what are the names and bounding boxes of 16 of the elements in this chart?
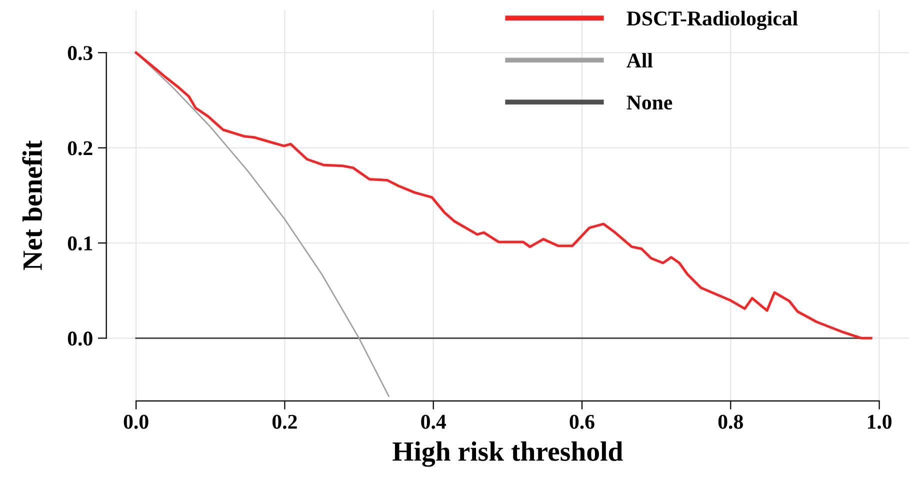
x-tick-label: 0.0 — [124, 414, 148, 429]
y-tick-label: 0.3 — [68, 46, 92, 60]
x-tick-label: 0.4 — [421, 414, 446, 429]
y-axis-title: Net benefit — [22, 140, 42, 270]
legend-label: DSCT-Radiological — [626, 10, 798, 30]
x-tick-label: 0.2 — [272, 414, 297, 429]
legend-label: None — [626, 96, 672, 110]
x-tick-label: 0.8 — [718, 414, 743, 429]
y-tick-label: 0.1 — [68, 236, 92, 251]
legend-label: All — [626, 52, 653, 68]
y-tick-label: 0.0 — [68, 332, 92, 346]
x-axis-title: High risk threshold — [392, 441, 623, 467]
x-tick-label: 0.6 — [570, 414, 594, 429]
y-tick-label: 0.2 — [68, 141, 92, 156]
x-tick-label: 1.0 — [868, 414, 892, 429]
line-series — [134, 51, 872, 340]
